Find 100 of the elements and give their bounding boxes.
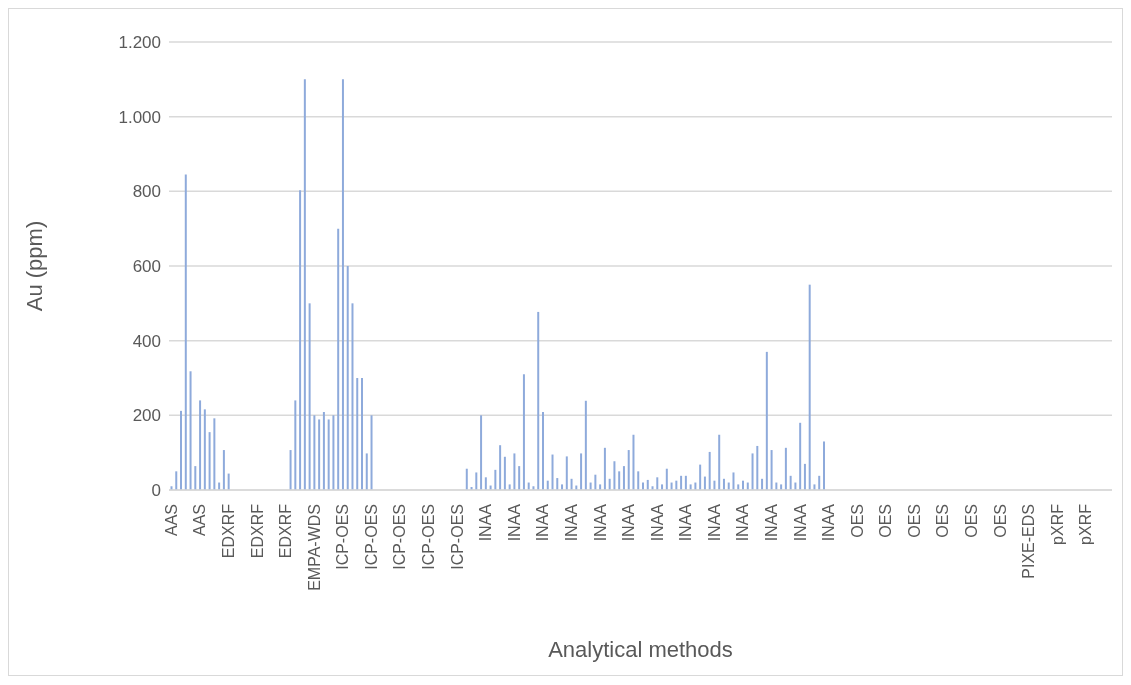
bar	[356, 378, 359, 490]
bar	[570, 478, 573, 490]
bar	[227, 473, 230, 490]
bar	[737, 484, 740, 490]
x-tick-label: INAA	[677, 503, 695, 542]
bar	[351, 303, 354, 490]
x-tick-label: ICP-OES	[420, 504, 438, 570]
bar	[289, 450, 292, 490]
bar	[584, 400, 587, 490]
bar	[803, 463, 806, 490]
bar	[480, 415, 483, 490]
bar	[503, 456, 506, 490]
bar	[632, 434, 635, 490]
bar	[603, 447, 606, 490]
y-tick-label: 200	[132, 406, 161, 426]
bar	[637, 471, 640, 490]
bar	[808, 284, 811, 490]
bar	[622, 466, 625, 490]
x-tick-label: OES	[905, 504, 923, 538]
bar	[318, 419, 321, 490]
bar	[799, 422, 802, 490]
x-tick-label: INAA	[477, 503, 495, 542]
bar	[513, 453, 516, 490]
bar	[813, 484, 816, 490]
x-tick-label: OES	[877, 504, 895, 538]
x-tick-label: INAA	[705, 503, 723, 542]
bar	[508, 484, 511, 490]
bar	[222, 450, 225, 490]
x-tick-label: ICP-OES	[391, 504, 409, 570]
bar	[494, 469, 497, 490]
bar	[646, 479, 649, 490]
bar	[756, 445, 759, 490]
bar	[680, 475, 683, 490]
bar	[761, 478, 764, 490]
bar	[332, 415, 335, 490]
bar	[184, 174, 187, 490]
bar	[194, 466, 197, 490]
x-tick-label: ICP-OES	[448, 504, 466, 570]
bar	[699, 464, 702, 490]
y-tick-label: 1.000	[118, 107, 161, 127]
bar	[689, 484, 692, 490]
x-tick-label: AAS	[191, 504, 209, 537]
bar	[203, 409, 206, 490]
bar	[656, 477, 659, 490]
bar	[818, 475, 821, 490]
bar	[665, 468, 668, 490]
bar	[308, 303, 311, 490]
x-tick-label: EDXRF	[248, 503, 266, 559]
x-tick-label: INAA	[820, 503, 838, 542]
bar	[484, 477, 487, 490]
x-tick-label: pXRF	[1048, 503, 1066, 545]
bar	[365, 453, 368, 490]
bar	[175, 471, 178, 490]
bar	[732, 472, 735, 490]
bar	[189, 371, 192, 490]
bar	[208, 432, 211, 490]
x-tick-label: INAA	[734, 503, 752, 542]
bar	[475, 472, 478, 490]
y-axis-title: Au (ppm)	[21, 220, 47, 312]
bar	[303, 79, 306, 490]
bar	[627, 450, 630, 490]
x-tick-label: OES	[848, 504, 866, 538]
bar	[346, 266, 349, 490]
x-tick-label: INAA	[534, 503, 552, 542]
x-tick-label: EMPA-WDS	[305, 504, 323, 591]
bar	[565, 456, 568, 490]
y-tick-label: 600	[132, 257, 161, 277]
bar	[465, 468, 468, 490]
bar	[751, 453, 754, 490]
x-tick-label: INAA	[791, 503, 809, 542]
bar	[337, 228, 340, 490]
bar	[213, 418, 216, 490]
bar	[599, 484, 602, 490]
x-tick-label: INAA	[762, 503, 780, 542]
bar	[580, 453, 583, 490]
bar	[361, 378, 364, 490]
bar	[370, 415, 373, 490]
x-axis-title: Analytical methods	[548, 637, 733, 662]
x-tick-label: OES	[934, 504, 952, 538]
bar	[322, 411, 325, 490]
x-tick-label: OES	[991, 504, 1009, 538]
x-tick-label: EDXRF	[277, 503, 295, 559]
bar	[770, 450, 773, 490]
x-tick-label: INAA	[591, 503, 609, 542]
x-tick-label: INAA	[562, 503, 580, 542]
bar	[294, 400, 297, 490]
bar	[618, 471, 621, 490]
x-tick-label: PIXE-EDS	[1020, 504, 1038, 579]
bar	[684, 475, 687, 490]
bar	[341, 79, 344, 490]
bar	[537, 311, 540, 490]
bar	[789, 475, 792, 490]
bar	[608, 478, 611, 490]
x-tick-label: ICP-OES	[334, 504, 352, 570]
bar	[708, 451, 711, 490]
bar	[661, 484, 664, 490]
bar	[722, 478, 725, 490]
y-tick-label: 1.200	[118, 33, 161, 53]
bar	[780, 484, 783, 490]
x-tick-label: OES	[963, 504, 980, 538]
